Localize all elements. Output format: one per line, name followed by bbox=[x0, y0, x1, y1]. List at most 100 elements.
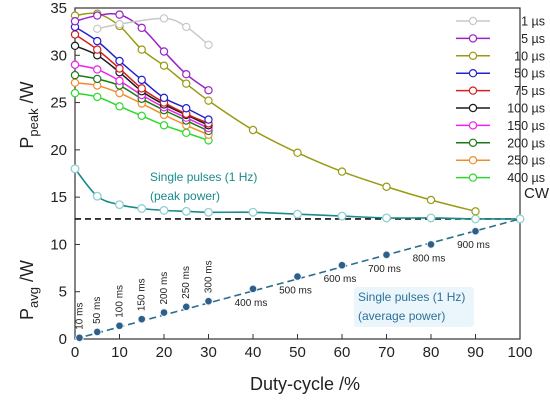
legend-item-250-us: 250 µs bbox=[456, 154, 545, 168]
svg-text:Pavg /W: Pavg /W bbox=[17, 260, 41, 320]
annotation-avg-line-1: Single pulses (1 Hz) bbox=[358, 290, 465, 304]
avg-point bbox=[181, 302, 191, 312]
series-point bbox=[93, 24, 102, 34]
x-tick-label: 10 bbox=[111, 344, 128, 361]
series-point bbox=[204, 115, 213, 124]
single-peak-point bbox=[293, 209, 302, 219]
single-peak-point bbox=[337, 211, 347, 221]
legend-item-150-us: 150 µs bbox=[456, 119, 545, 133]
avg-point bbox=[159, 308, 169, 317]
series-layer: 10 ms 50 ms 100 ms 150 ms 200 ms 250 ms 300 ms… bbox=[70, 9, 525, 343]
legend-swatch-marker bbox=[468, 138, 478, 147]
avg-point-label: 700 ms bbox=[368, 264, 401, 275]
single-peak-point bbox=[115, 200, 124, 210]
series-point bbox=[93, 36, 102, 46]
series-point bbox=[382, 182, 391, 191]
series-point bbox=[93, 65, 102, 74]
legend-item-400-us: 400 µs bbox=[456, 171, 545, 185]
avg-point-label: 600 ms bbox=[324, 274, 357, 285]
avg-point bbox=[92, 327, 102, 337]
legend-swatch-marker bbox=[468, 173, 478, 182]
series-point bbox=[159, 93, 169, 103]
series-point bbox=[337, 167, 347, 176]
series-point bbox=[426, 195, 436, 205]
avg-point bbox=[248, 284, 258, 294]
series-point bbox=[137, 23, 146, 33]
series-point bbox=[137, 84, 146, 93]
series-point bbox=[115, 64, 124, 73]
single-peak-point bbox=[159, 205, 169, 215]
avg-point-label: 10 ms bbox=[74, 303, 85, 330]
y-tick-label: 20 bbox=[50, 142, 67, 159]
avg-point bbox=[382, 250, 391, 260]
legend-label: 200 µs bbox=[507, 136, 545, 150]
series-point bbox=[115, 76, 124, 86]
y-axis-ticks: 0 5 10 15 20 25 30 35 bbox=[50, 0, 80, 348]
series-point bbox=[115, 10, 124, 19]
y-tick-label: 35 bbox=[50, 0, 67, 17]
svg-text:Ppeak /W: Ppeak /W bbox=[17, 81, 41, 148]
y-title-avg-unit: /W bbox=[17, 260, 37, 287]
legend-swatch-marker bbox=[468, 86, 478, 95]
series-point bbox=[204, 96, 213, 105]
annotation-peak-line-2: (peak power) bbox=[150, 189, 220, 203]
series-point bbox=[115, 102, 124, 111]
avg-point bbox=[204, 296, 213, 306]
series-point bbox=[293, 148, 302, 157]
annotation-avg-line-2: (average power) bbox=[358, 309, 445, 323]
legend-item-50-us: 50 µs bbox=[456, 67, 545, 81]
avg-point-label: 100 ms bbox=[115, 285, 126, 318]
legend-swatch-marker bbox=[468, 103, 478, 113]
legend-label: 10 µs bbox=[514, 49, 545, 63]
legend-label: 100 µs bbox=[507, 102, 545, 116]
legend-swatch-marker bbox=[468, 68, 478, 78]
series-point bbox=[70, 17, 80, 26]
series-point bbox=[182, 22, 191, 32]
series-point bbox=[70, 88, 80, 98]
series-point bbox=[70, 78, 80, 87]
legend-label: 150 µs bbox=[507, 119, 545, 133]
legend-item-100-us: 100 µs bbox=[456, 102, 545, 116]
series-point bbox=[137, 111, 146, 121]
y-title-peak-main: P bbox=[17, 137, 37, 149]
avg-point-label: 50 ms bbox=[92, 297, 103, 324]
series-point bbox=[182, 104, 191, 113]
single-peak-point bbox=[382, 213, 391, 223]
series-75-us bbox=[70, 30, 213, 128]
x-tick-label: 60 bbox=[334, 344, 351, 361]
x-tick-label: 70 bbox=[378, 344, 395, 361]
y-axis-title-peak: Ppeak /W bbox=[17, 81, 41, 148]
legend-item-5-us: 5 µs bbox=[456, 32, 545, 46]
series-point bbox=[159, 47, 169, 56]
y-tick-label: 30 bbox=[50, 47, 67, 64]
avg-point bbox=[115, 321, 124, 331]
series-point bbox=[159, 121, 169, 130]
cw-label: CW bbox=[524, 185, 550, 202]
avg-point bbox=[426, 240, 436, 249]
y-title-avg-sub: avg bbox=[26, 287, 41, 308]
series-point bbox=[115, 56, 124, 66]
legend-label: 5 µs bbox=[521, 32, 545, 46]
axes: 0 10 20 30 40 50 60 70 80 90 100 0 5 10 15 20 25 30 35 bbox=[50, 0, 532, 361]
series-point bbox=[93, 92, 102, 102]
avg-point bbox=[471, 226, 480, 236]
series-point bbox=[70, 60, 80, 69]
series-point bbox=[115, 88, 124, 98]
annotation-avg-bg bbox=[354, 287, 474, 327]
single-peak-point bbox=[181, 206, 191, 216]
series-point bbox=[137, 75, 146, 85]
x-tick-label: 20 bbox=[156, 344, 173, 361]
single-peak-point bbox=[426, 213, 436, 223]
legend-swatch-marker bbox=[468, 34, 478, 43]
avg-point-label: 200 ms bbox=[159, 272, 170, 305]
y-title-avg-main: P bbox=[17, 308, 37, 320]
y-tick-label: 0 bbox=[59, 331, 67, 348]
single-peak-point bbox=[137, 204, 147, 213]
x-tick-label: 90 bbox=[467, 344, 484, 361]
series-point bbox=[137, 45, 146, 54]
series-point bbox=[70, 70, 80, 80]
series-point bbox=[93, 11, 102, 20]
legend-swatch-marker bbox=[468, 155, 478, 165]
avg-point bbox=[337, 260, 347, 270]
series-point bbox=[471, 207, 480, 216]
